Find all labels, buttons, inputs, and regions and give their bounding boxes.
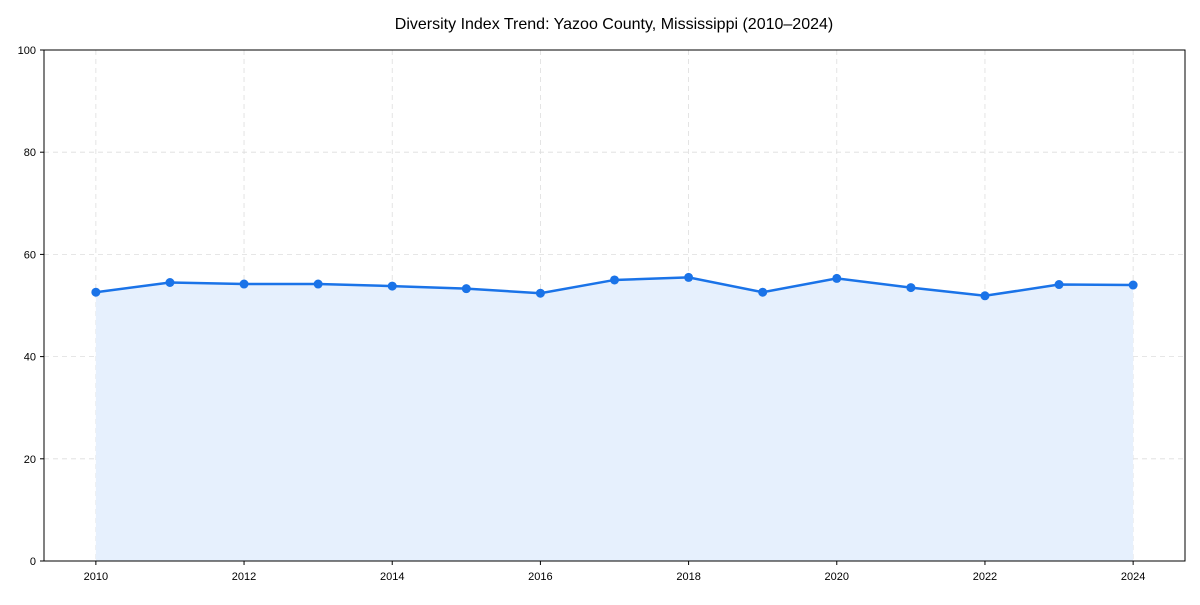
data-point	[1128, 280, 1138, 290]
y-tick-label: 0	[30, 556, 36, 568]
data-point	[461, 284, 471, 294]
y-tick-label: 100	[18, 45, 36, 57]
x-axis: 2010 2012 2014 2016 2018 2020 2022 2024	[84, 561, 1145, 583]
area-fill	[95, 277, 1134, 561]
data-point	[980, 291, 990, 301]
data-point	[906, 283, 916, 293]
x-tick-label: 2010	[84, 571, 108, 583]
data-point	[832, 273, 842, 283]
y-tick-label: 80	[24, 147, 36, 159]
x-tick-label: 2024	[1121, 571, 1145, 583]
marks-layer	[91, 272, 1138, 301]
x-tick-label: 2020	[825, 571, 849, 583]
y-tick-label: 20	[24, 454, 36, 466]
data-point	[610, 275, 619, 285]
data-point	[91, 287, 101, 297]
x-tick-label: 2018	[676, 571, 700, 583]
data-point	[239, 279, 249, 289]
x-tick-label: 2012	[232, 571, 256, 583]
data-point	[387, 281, 397, 291]
data-point	[165, 278, 175, 288]
y-tick-label: 60	[24, 249, 36, 261]
chart-title: Diversity Index Trend: Yazoo County, Mis…	[395, 16, 833, 33]
area-layer	[95, 277, 1134, 561]
data-point	[1054, 280, 1064, 290]
y-tick-label: 40	[24, 352, 36, 364]
y-axis: 0 20 40 60 80 100	[18, 45, 44, 568]
x-tick-label: 2022	[973, 571, 997, 583]
x-tick-label: 2014	[380, 571, 404, 583]
data-point	[313, 279, 323, 289]
data-point	[758, 287, 768, 297]
data-point	[684, 272, 694, 282]
plot-frame	[43, 49, 1186, 562]
data-point	[535, 288, 545, 298]
x-tick-label: 2016	[528, 571, 552, 583]
